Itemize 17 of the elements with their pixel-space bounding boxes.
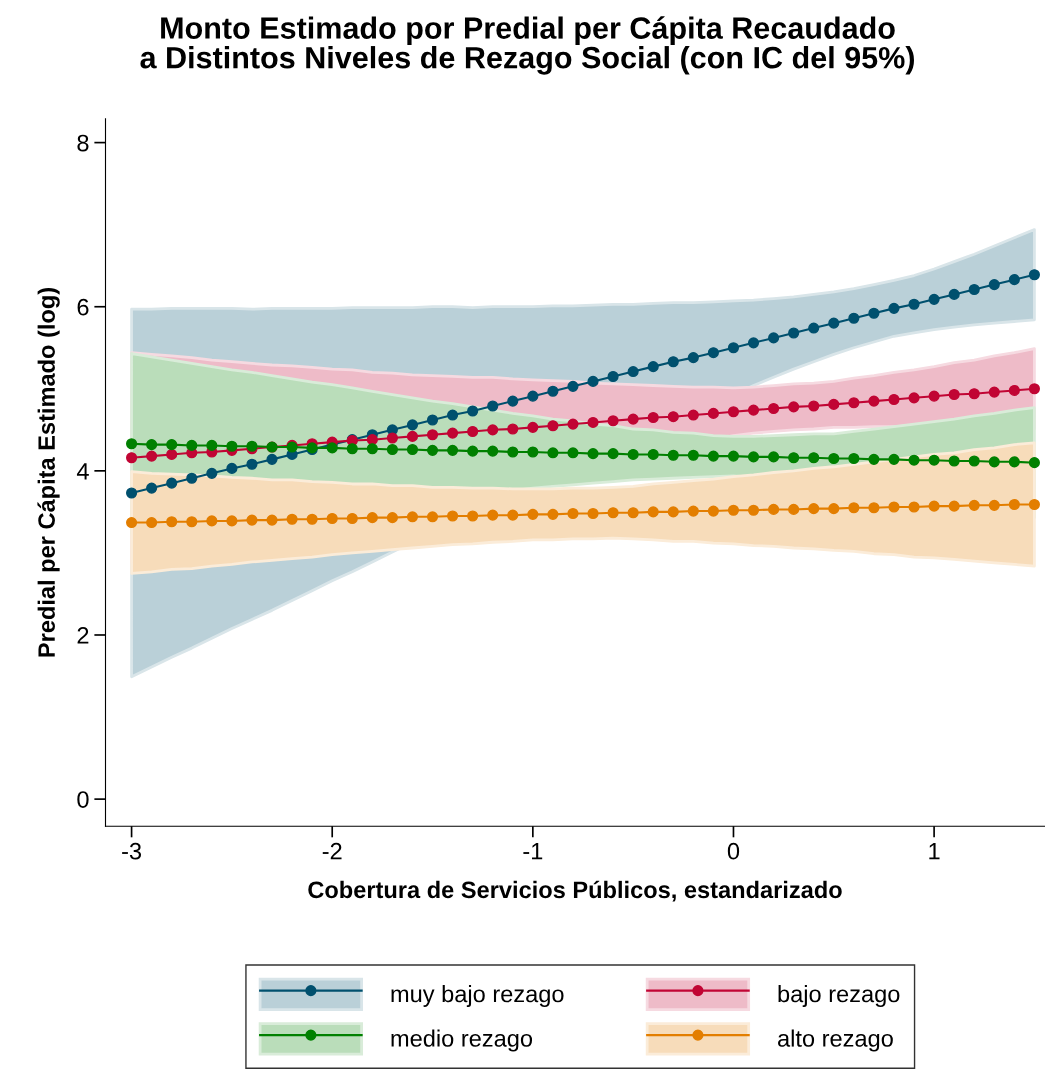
- y-tick-label: 2: [77, 627, 89, 644]
- legend-label: medio rezago: [391, 1029, 533, 1052]
- y-tick-label: 6: [77, 298, 89, 316]
- y-tick-label: 0: [77, 791, 89, 808]
- legend-label: alto rezago: [778, 1029, 893, 1052]
- x-tick-label: -1: [523, 843, 543, 860]
- legend-label: muy bajo rezago: [391, 984, 564, 1007]
- x-axis-title: Cobertura de Servicios Públicos, estandarizado: [308, 880, 842, 902]
- y-tick-label: 4: [76, 463, 89, 480]
- chart-title: Monto Estimado por Predial per Cápita Recaudado a Distintos Niveles de Rezago Social (con IC del 95%): [140, 16, 914, 75]
- x-tick-label: -3: [122, 842, 142, 860]
- x-tick-label: 1: [929, 843, 940, 860]
- y-axis-title: Predial per Cápita Estimado (log): [37, 288, 60, 657]
- x-tick-label: 0: [727, 842, 740, 860]
- legend-label: bajo rezago: [778, 984, 900, 1007]
- y-tick-label: 8: [77, 134, 89, 152]
- x-tick-label: -2: [322, 842, 342, 860]
